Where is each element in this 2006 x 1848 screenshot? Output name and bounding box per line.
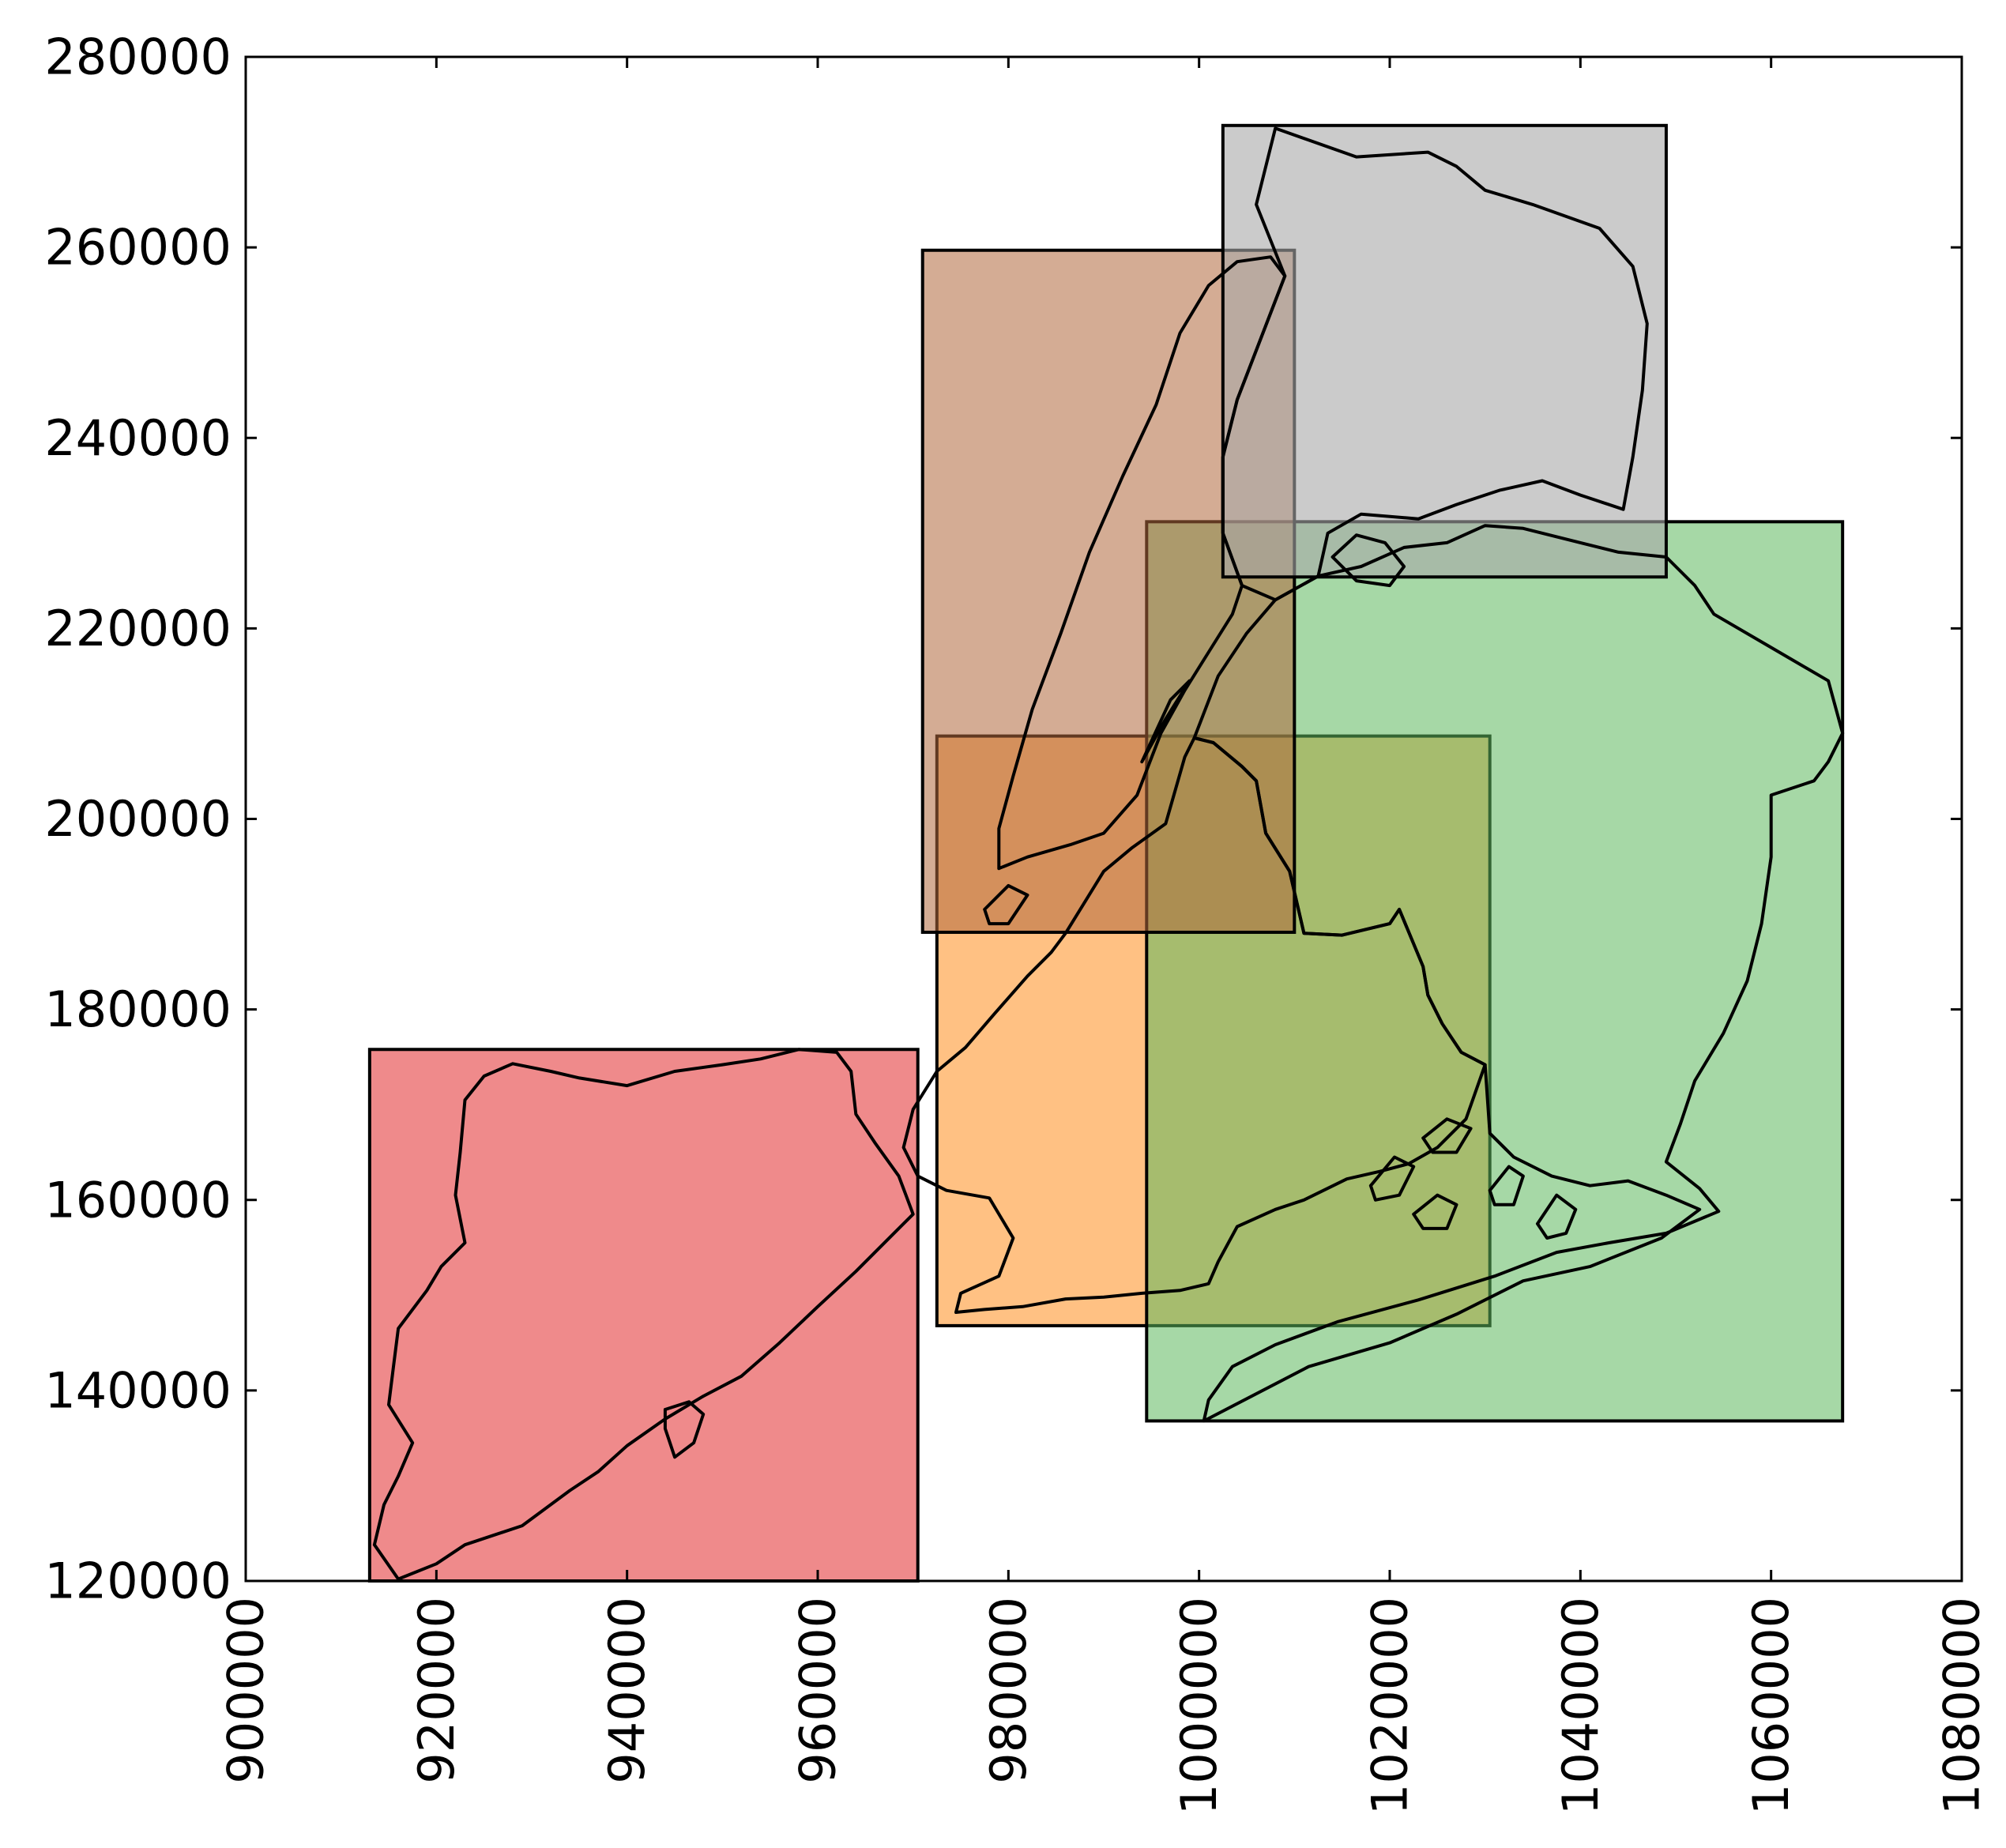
outline-jamaica-bay-marsh-1 [1421, 1117, 1473, 1154]
outline-bronx [1221, 126, 1649, 602]
outline-roosevelt-island [1140, 679, 1191, 764]
x-tick-label: 1060000 [1742, 1597, 1800, 1815]
y-tick-label: 260000 [44, 219, 231, 277]
y-axis-tick-labels: 120000 140000 160000 180000 200000 220000 2400… [44, 28, 231, 1610]
outline-queens [1192, 524, 1845, 1423]
bbox-red [367, 1048, 920, 1583]
axis-ticks [244, 55, 1963, 1583]
outline-jamaica-bay-marsh-3 [1412, 1193, 1458, 1230]
y-tick-label: 280000 [44, 28, 231, 86]
y-tick-label: 120000 [44, 1553, 231, 1610]
x-tick-label: 1000000 [1170, 1597, 1228, 1815]
x-tick-label: 1020000 [1361, 1597, 1419, 1815]
x-tick-label: 900000 [217, 1597, 275, 1784]
y-tick-label: 180000 [44, 980, 231, 1038]
x-tick-label: 1080000 [1933, 1597, 1991, 1815]
y-tick-label: 220000 [44, 600, 231, 657]
x-tick-label: 960000 [789, 1597, 847, 1784]
bbox-gray [1221, 123, 1668, 579]
outline-jamaica-bay-marsh-2 [1368, 1155, 1416, 1202]
x-tick-label: 920000 [408, 1597, 465, 1784]
x-tick-label: 940000 [598, 1597, 656, 1784]
outline-staten-island [372, 1048, 915, 1581]
outline-jamaica-bay-marsh-4 [1488, 1165, 1525, 1206]
outline-rikers-island [1330, 533, 1406, 588]
x-axis-tick-labels: 900000 920000 940000 960000 980000 1000000 102… [217, 1597, 1991, 1815]
x-tick-label: 980000 [980, 1597, 1037, 1784]
y-tick-label: 140000 [44, 1361, 231, 1419]
y-tick-label: 240000 [44, 409, 231, 467]
outline-staten-island-pond [663, 1400, 706, 1459]
bounding-boxes [367, 123, 1845, 1583]
borough-outlines [372, 126, 1845, 1581]
x-tick-label: 1040000 [1552, 1597, 1609, 1815]
y-tick-label: 200000 [44, 790, 231, 848]
y-tick-label: 160000 [44, 1171, 231, 1229]
outline-governors-island [983, 883, 1029, 926]
outline-jamaica-bay-marsh-5 [1536, 1193, 1578, 1240]
